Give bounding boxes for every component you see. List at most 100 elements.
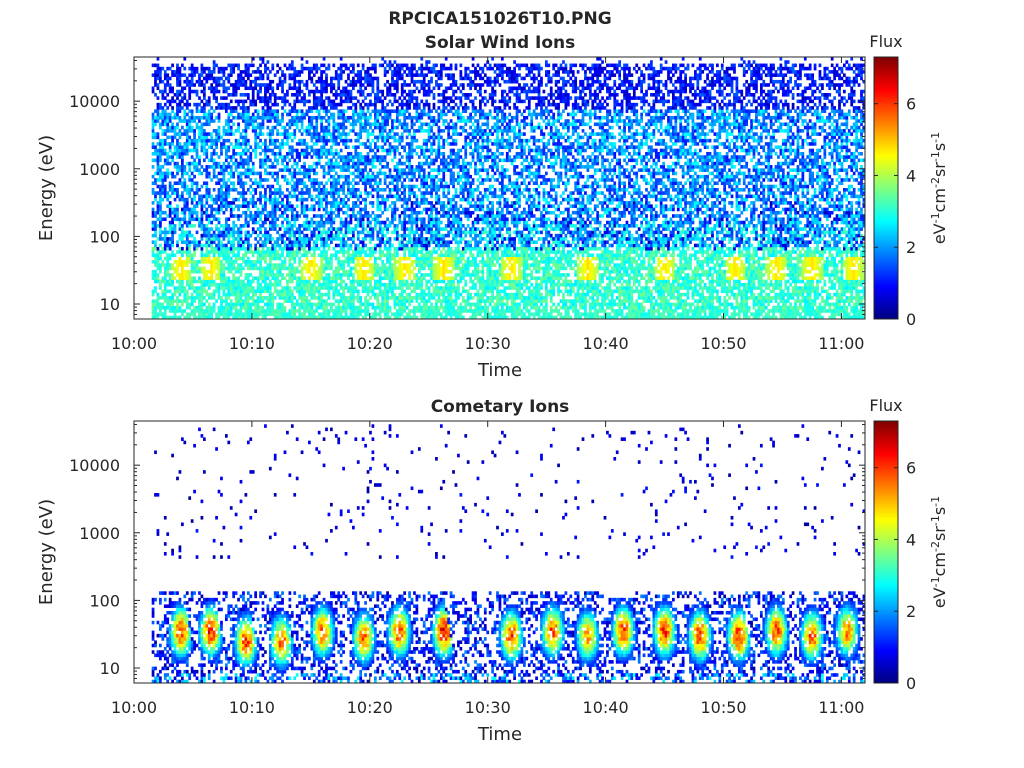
heatmap-cell [339,279,343,284]
heatmap-cell [310,66,314,71]
heatmap-cell [227,204,231,208]
heatmap-cell [364,178,367,182]
heatmap-cell [181,174,184,179]
heatmap-cell [190,217,194,222]
heatmap-cell [205,142,209,146]
heatmap-cell [222,230,226,235]
heatmap-cell [210,135,214,140]
heatmap-cell [298,138,301,143]
heatmap-cell [388,145,392,149]
heatmap-cell [217,286,221,290]
heatmap-cell [237,233,240,238]
heatmap-cell [283,109,287,113]
heatmap-cell [163,273,167,277]
heatmap-cell [210,197,214,202]
heatmap-cell [163,70,167,74]
heatmap-cell [312,315,316,320]
heatmap-cell [293,305,297,310]
heatmap-cell [364,282,367,287]
heatmap-cell [288,76,292,81]
heatmap-cell [193,66,196,71]
heatmap-cell [234,286,238,290]
heatmap-cell [288,148,292,153]
heatmap-cell [300,299,304,303]
heatmap-cell [281,99,284,104]
heatmap-cell [290,122,294,127]
heatmap-cell [207,315,211,320]
heatmap-cell [286,168,289,172]
heatmap-cell [361,269,365,274]
heatmap-cell [195,93,199,97]
heatmap-cell [239,161,243,166]
heatmap-cell [151,276,155,281]
heatmap-cell [271,299,275,303]
heatmap-cell [388,83,392,87]
heatmap-cell [220,135,223,140]
heatmap-cell [369,102,372,107]
heatmap-cell [185,269,189,274]
heatmap-cell [159,79,162,84]
heatmap-cell [266,60,270,64]
heatmap-cell [181,99,184,104]
heatmap-cell [361,237,365,241]
heatmap-cell [212,197,216,202]
heatmap-cell [159,207,162,212]
heatmap-cell [388,305,392,310]
heatmap-cell [325,260,328,264]
heatmap-cell [205,73,209,77]
heatmap-cell [303,165,306,169]
heatmap-cell [268,112,272,117]
heatmap-cell [325,155,328,159]
heatmap-cell [364,315,367,320]
heatmap-cell [176,289,179,294]
heatmap-cell [166,191,170,195]
heatmap-cell [151,292,155,297]
heatmap-cell [188,138,192,143]
heatmap-cell [298,89,301,94]
heatmap-cell [383,286,387,290]
heatmap-cell [334,135,338,140]
heatmap-cell [286,207,289,212]
heatmap-cell [242,224,245,228]
heatmap-cell [210,309,214,313]
heatmap-cell [261,253,265,258]
heatmap-cell [334,256,338,261]
heatmap-cell [308,302,311,307]
heatmap-cell [286,312,289,317]
heatmap-cell [378,188,382,192]
heatmap-cell [156,256,160,261]
heatmap-cell [290,93,294,97]
heatmap-cell [271,142,275,146]
heatmap-cell [188,256,192,261]
heatmap-cell [171,224,174,228]
heatmap-cell [286,243,289,248]
heatmap-cell [359,269,363,274]
heatmap-cell [154,286,157,290]
heatmap-cell [386,89,389,94]
heatmap-cell [334,70,338,74]
heatmap-cell [171,129,174,133]
heatmap-cell [224,129,228,133]
heatmap-cell [207,220,211,225]
heatmap-cell [156,57,160,61]
heatmap-cell [224,66,228,71]
heatmap-cell [332,269,336,274]
heatmap-cell [344,89,348,94]
heatmap-cell [256,93,260,97]
heatmap-cell [349,93,353,97]
heatmap-cell [278,305,282,310]
heatmap-cell [293,286,297,290]
heatmap-cell [305,286,309,290]
heatmap-cell [308,73,311,77]
heatmap-cell [178,233,182,238]
heatmap-cell [193,217,196,222]
heatmap-cell [305,83,309,87]
heatmap-cell [305,86,309,91]
heatmap-cell [271,161,275,166]
heatmap-cell [293,132,297,136]
heatmap-cell [237,256,240,261]
heatmap-cell [364,122,367,127]
heatmap-cell [327,273,331,277]
heatmap-cell [195,70,199,74]
heatmap-cell [347,197,350,202]
